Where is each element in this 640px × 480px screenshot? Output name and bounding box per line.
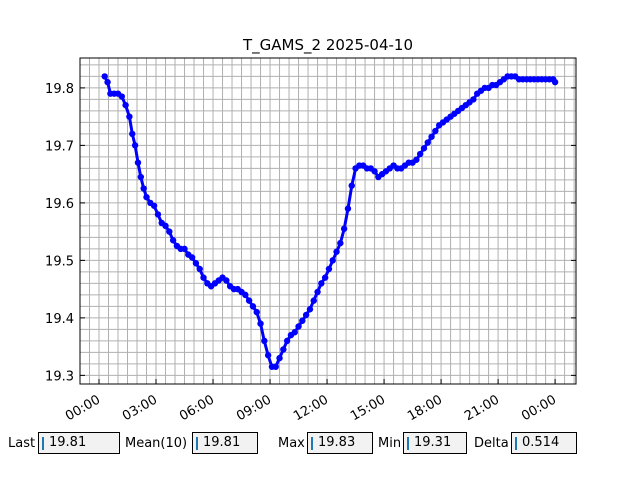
data-point xyxy=(325,265,333,273)
x-tick-label: 06:00 xyxy=(177,392,217,424)
stat-last-value: 19.81 xyxy=(49,435,87,450)
text-cursor xyxy=(515,437,517,450)
data-point xyxy=(101,73,108,80)
data-point xyxy=(118,93,126,100)
text-cursor xyxy=(196,437,198,450)
plot-area xyxy=(80,58,576,384)
data-point xyxy=(162,222,169,230)
data-point xyxy=(264,352,272,359)
data-point xyxy=(299,317,306,324)
data-point xyxy=(329,257,336,264)
data-point xyxy=(551,78,559,86)
data-point xyxy=(104,78,111,86)
data-point xyxy=(413,156,420,163)
x-tick-label: 09:00 xyxy=(234,392,274,424)
data-point xyxy=(140,185,147,192)
data-point xyxy=(470,96,477,103)
data-point xyxy=(126,113,133,120)
data-point xyxy=(302,311,310,319)
x-tick-label: 03:00 xyxy=(120,392,160,424)
data-point xyxy=(261,337,268,345)
stat-last-field[interactable]: 19.81 xyxy=(38,432,120,454)
x-tick-label: 00:00 xyxy=(519,392,559,424)
data-point xyxy=(416,150,424,158)
y-tick-label: 19.8 xyxy=(45,82,74,97)
data-point xyxy=(344,205,352,212)
data-point xyxy=(242,291,249,299)
data-point xyxy=(340,225,348,232)
data-point xyxy=(131,142,139,149)
x-tick-label: 00:00 xyxy=(63,392,103,424)
stat-max-value: 19.83 xyxy=(318,435,356,450)
data-point xyxy=(143,193,150,201)
data-point xyxy=(192,260,200,267)
data-point xyxy=(223,277,230,284)
data-point xyxy=(134,159,142,166)
data-point xyxy=(420,145,428,152)
data-point xyxy=(253,308,260,316)
data-point xyxy=(371,168,378,175)
data-point xyxy=(280,346,287,353)
plot-frame xyxy=(79,57,577,385)
data-point xyxy=(424,139,431,146)
data-point xyxy=(295,323,302,330)
data-point xyxy=(150,202,158,209)
data-point xyxy=(249,303,257,310)
data-point xyxy=(200,274,207,281)
series-layer xyxy=(101,73,559,370)
data-point xyxy=(348,182,355,189)
data-point xyxy=(310,297,317,304)
stat-mean-value: 19.81 xyxy=(203,435,241,450)
data-point xyxy=(122,101,129,109)
y-tick-label: 19.6 xyxy=(45,197,74,212)
stat-min-value: 19.31 xyxy=(414,435,452,450)
stat-delta-value: 0.514 xyxy=(522,435,560,450)
text-cursor xyxy=(407,437,409,450)
data-point xyxy=(276,354,283,362)
data-point xyxy=(166,228,173,235)
x-tick-label: 15:00 xyxy=(348,392,388,424)
data-point xyxy=(321,274,329,281)
y-tick-label: 19.5 xyxy=(45,254,74,269)
data-point xyxy=(188,254,196,261)
stat-mean-field[interactable]: 19.81 xyxy=(192,432,258,454)
stat-max-field[interactable]: 19.83 xyxy=(307,432,373,454)
data-point xyxy=(272,363,279,370)
y-tick-label: 19.4 xyxy=(45,312,74,327)
stat-delta-field[interactable]: 0.514 xyxy=(511,432,577,454)
data-point xyxy=(283,337,291,345)
data-point xyxy=(129,130,136,138)
data-point xyxy=(257,320,264,327)
chart-title: T_GAMS_2 2025-04-10 xyxy=(242,36,413,55)
data-point xyxy=(314,288,321,296)
stat-min-field[interactable]: 19.31 xyxy=(403,432,467,454)
data-point xyxy=(432,127,439,135)
x-tick-label: 12:00 xyxy=(291,392,331,424)
data-point xyxy=(428,133,435,140)
data-point xyxy=(333,248,340,255)
data-point xyxy=(137,173,145,181)
text-cursor xyxy=(311,437,313,450)
text-cursor xyxy=(42,437,44,450)
data-point xyxy=(291,329,298,336)
data-point xyxy=(154,211,162,218)
data-point xyxy=(337,239,344,247)
data-point xyxy=(181,245,188,253)
data-point xyxy=(318,280,325,287)
data-point xyxy=(245,297,253,304)
data-point xyxy=(306,306,314,313)
x-tick-label: 21:00 xyxy=(462,392,502,424)
x-tick-label: 18:00 xyxy=(405,392,445,424)
data-point xyxy=(196,265,203,273)
y-tick-label: 19.7 xyxy=(45,139,74,154)
data-point xyxy=(169,237,177,244)
y-tick-label: 19.3 xyxy=(45,369,74,384)
